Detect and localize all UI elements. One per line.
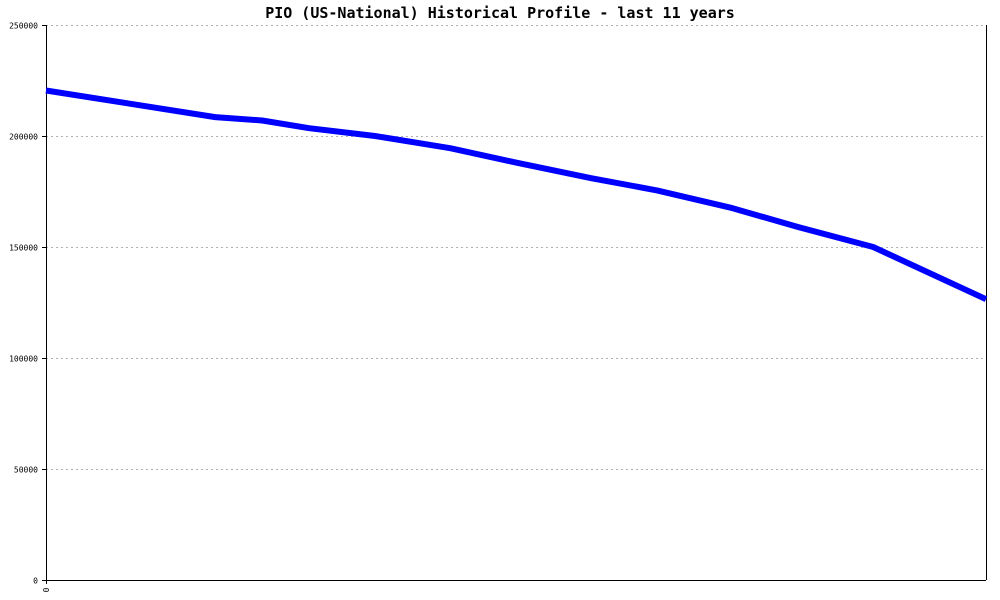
series-line [45, 87, 988, 302]
y-tick-label: 50000 [14, 466, 38, 475]
x-tick-label: 0 [42, 587, 51, 592]
y-tick-label: 250000 [9, 22, 38, 31]
chart-title: PIO (US-National) Historical Profile - l… [265, 4, 735, 22]
y-tick-label: 0 [33, 577, 38, 586]
y-tick-label: 100000 [9, 355, 38, 364]
y-tick-label: 200000 [9, 133, 38, 142]
y-tick-label: 150000 [9, 244, 38, 253]
